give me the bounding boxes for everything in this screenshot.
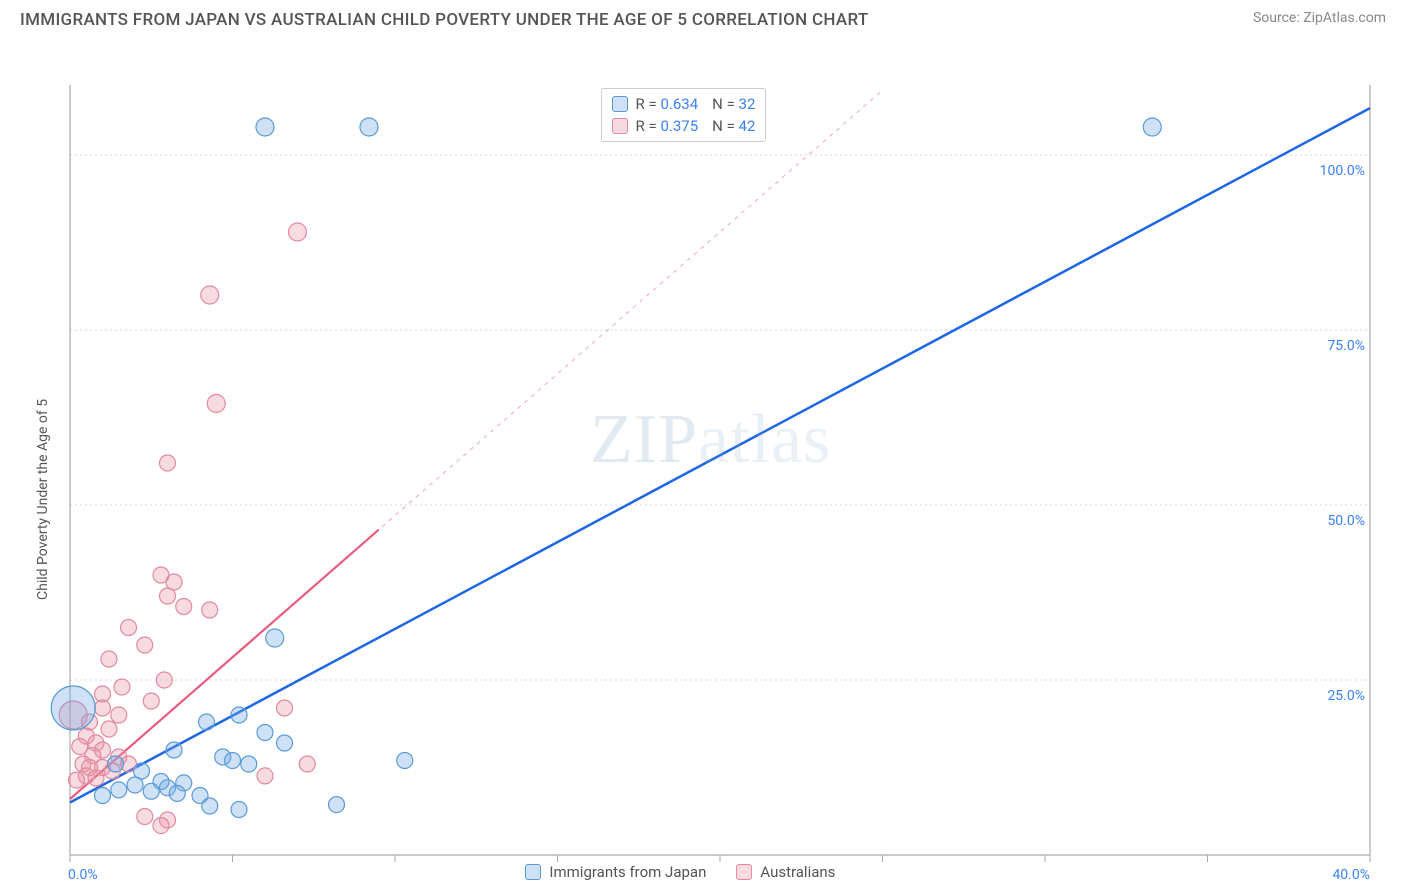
r-value-1: 0.634 [660, 95, 698, 113]
svg-text:50.0%: 50.0% [1327, 513, 1365, 529]
y-axis-label: Child Poverty Under the Age of 5 [35, 399, 51, 600]
swatch-series-1-bottom [525, 864, 541, 880]
n-value-1: 32 [739, 95, 756, 113]
source-attribution: Source: ZipAtlas.com [1253, 10, 1386, 26]
series-1-name: Immigrants from Japan [549, 863, 706, 881]
svg-text:75.0%: 75.0% [1327, 338, 1365, 354]
r-value-2: 0.375 [660, 117, 698, 135]
swatch-series-2-bottom [736, 864, 752, 880]
legend-row-series-1: R = 0.634 N = 32 [612, 93, 756, 115]
correlation-legend: R = 0.634 N = 32 R = 0.375 N = 42 [601, 88, 767, 142]
swatch-series-1 [612, 96, 628, 112]
chart-title: IMMIGRANTS FROM JAPAN VS AUSTRALIAN CHIL… [20, 10, 869, 30]
swatch-series-2 [612, 118, 628, 134]
scatter-plot: 25.0% 50.0% 75.0% 100.0% 0.0% 40.0% [20, 40, 1390, 895]
svg-text:0.0%: 0.0% [68, 867, 98, 883]
svg-text:25.0%: 25.0% [1327, 688, 1365, 704]
legend-item-series-2: Australians [736, 863, 835, 881]
n-value-2: 42 [739, 117, 756, 135]
legend-item-series-1: Immigrants from Japan [525, 863, 706, 881]
svg-text:100.0%: 100.0% [1320, 163, 1365, 179]
series-legend: Immigrants from Japan Australians [525, 863, 835, 881]
legend-row-series-2: R = 0.375 N = 42 [612, 115, 756, 137]
svg-text:40.0%: 40.0% [1332, 867, 1370, 883]
chart-area: Child Poverty Under the Age of 5 ZIPatla… [20, 40, 1386, 895]
series-2-name: Australians [760, 863, 835, 881]
